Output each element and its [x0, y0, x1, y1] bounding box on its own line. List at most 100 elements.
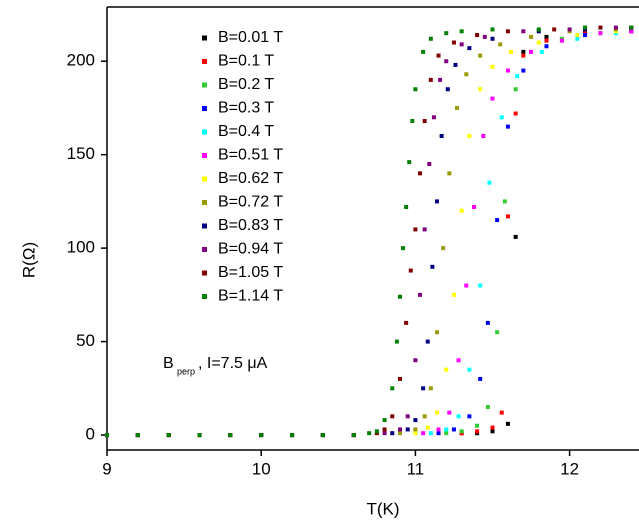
data-point	[436, 427, 441, 432]
data-point	[499, 410, 504, 415]
legend-marker	[202, 82, 207, 88]
data-point	[521, 49, 526, 54]
annotation: B	[163, 355, 174, 372]
y-tick-label: 0	[86, 425, 95, 444]
data-point	[404, 320, 409, 325]
data-point	[505, 124, 510, 129]
data-point	[505, 214, 510, 219]
data-point	[418, 292, 423, 297]
data-point	[478, 53, 483, 58]
data-point	[490, 27, 495, 32]
data-point	[408, 268, 413, 273]
data-point	[434, 199, 439, 204]
y-tick-label: 150	[67, 144, 95, 163]
data-point	[490, 96, 495, 101]
data-point	[413, 427, 418, 432]
data-point	[521, 29, 526, 34]
data-point	[439, 133, 444, 138]
data-point	[502, 199, 507, 204]
data-point	[451, 292, 456, 297]
data-point	[441, 246, 446, 251]
data-point	[382, 418, 387, 423]
data-point	[418, 171, 423, 176]
data-point	[456, 414, 461, 419]
data-point	[451, 40, 456, 45]
data-point	[367, 431, 372, 436]
data-point	[490, 36, 495, 41]
y-axis-label: R(Ω)	[19, 242, 38, 278]
legend-marker	[202, 223, 207, 229]
data-point	[428, 36, 433, 41]
legend-marker	[202, 200, 207, 205]
data-point	[495, 330, 500, 335]
legend-marker	[202, 35, 207, 41]
data-point	[444, 427, 449, 432]
legend-label: B=1.05 T	[218, 264, 283, 281]
legend-label: B=0.72 T	[218, 194, 283, 211]
data-point	[422, 414, 427, 419]
legend-marker	[202, 247, 207, 252]
data-point	[482, 34, 487, 39]
data-point	[544, 44, 549, 49]
data-point	[444, 367, 449, 372]
data-point	[421, 386, 426, 391]
legend-label: B=0.1 T	[218, 53, 274, 70]
data-point	[529, 34, 534, 39]
data-point	[394, 339, 399, 344]
data-point	[478, 87, 483, 92]
data-point	[559, 38, 564, 43]
data-point	[404, 205, 409, 210]
data-point	[539, 49, 544, 54]
legend-marker	[202, 129, 207, 135]
data-point	[405, 427, 410, 432]
data-point	[434, 330, 439, 335]
data-point	[487, 180, 492, 185]
data-point	[228, 433, 233, 438]
data-point	[422, 119, 427, 124]
legend-label: B=0.4 T	[218, 123, 274, 140]
data-point	[629, 25, 634, 30]
data-point	[478, 376, 483, 381]
data-point	[428, 386, 433, 391]
data-point	[447, 410, 452, 415]
data-point	[521, 68, 526, 73]
annotation-subscript: perp	[177, 366, 195, 376]
data-point	[613, 25, 618, 30]
data-point	[498, 42, 503, 47]
data-point	[428, 77, 433, 82]
data-point	[166, 433, 171, 438]
data-point	[475, 423, 480, 428]
data-point	[444, 59, 449, 64]
data-point	[421, 49, 426, 54]
data-point	[445, 87, 450, 92]
data-point	[544, 38, 549, 43]
data-point	[490, 429, 495, 434]
data-point	[583, 33, 588, 38]
data-point	[447, 171, 452, 176]
data-point	[453, 62, 458, 67]
data-point	[407, 160, 412, 165]
legend-marker	[202, 153, 207, 158]
data-point	[509, 49, 514, 54]
legend-label: B=0.3 T	[218, 100, 274, 117]
data-point	[513, 234, 518, 239]
data-point	[490, 425, 495, 430]
data-point	[428, 431, 433, 436]
data-point	[397, 431, 402, 436]
data-point	[413, 227, 418, 232]
data-point	[481, 133, 486, 138]
data-point	[467, 133, 472, 138]
data-point	[427, 162, 432, 167]
data-point	[436, 431, 441, 436]
data-point	[444, 431, 449, 436]
data-point	[410, 119, 415, 124]
data-point	[431, 115, 436, 120]
legend-label: B=0.62 T	[218, 170, 283, 187]
data-point	[413, 87, 418, 92]
data-point	[382, 431, 387, 436]
data-point	[397, 376, 402, 381]
data-point	[405, 414, 410, 419]
data-point	[478, 283, 483, 288]
data-point	[575, 36, 580, 41]
data-point	[290, 433, 295, 438]
